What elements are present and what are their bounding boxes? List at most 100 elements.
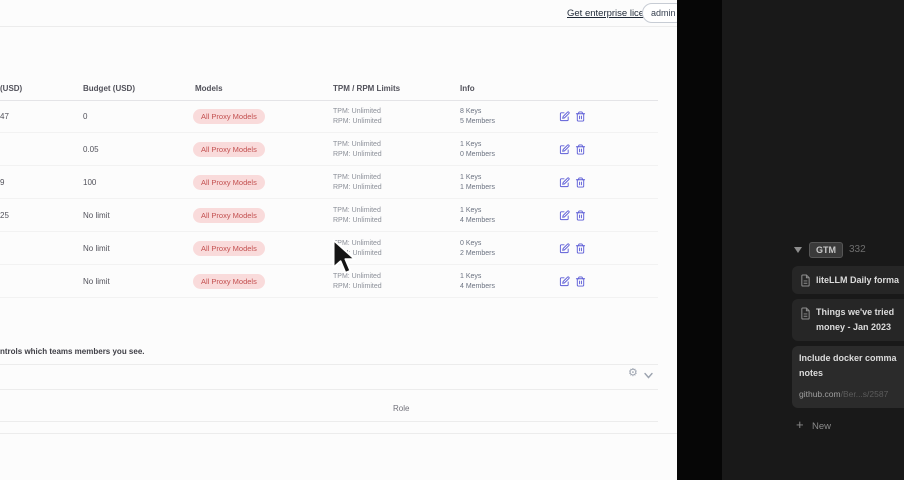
column-header-models: Models	[195, 84, 223, 93]
list-item[interactable]: Include docker comma notes github.com/Be…	[792, 346, 904, 408]
budget-value: No limit	[83, 211, 110, 220]
info-value: 1 Keys 4 Members	[460, 206, 495, 225]
info-value: 0 Keys 2 Members	[460, 239, 495, 258]
tpm-value: TPM: Unlimited	[333, 174, 381, 181]
edit-icon[interactable]	[559, 177, 570, 188]
edit-icon[interactable]	[559, 243, 570, 254]
keys-count: 1 Keys	[460, 174, 482, 181]
delete-icon[interactable]	[575, 276, 586, 287]
rpm-value: RPM: Unlimited	[333, 183, 382, 191]
members-count: 4 Members	[460, 216, 496, 224]
table-row: 9 100 All Proxy Models TPM: Unlimited RPM…	[0, 166, 658, 199]
document-icon	[801, 274, 810, 287]
budget-value: No limit	[83, 277, 110, 286]
spend-value: 9	[0, 178, 5, 187]
budget-value: 0.05	[83, 145, 99, 154]
tpm-value: TPM: Unlimited	[333, 240, 381, 247]
rpm-value: RPM: Unlimited	[333, 150, 382, 158]
spend-value: 25	[0, 211, 9, 220]
chevron-down-icon[interactable]	[644, 372, 653, 379]
item-count: 332	[849, 244, 866, 255]
delete-icon[interactable]	[575, 177, 586, 188]
column-header-info: Info	[460, 84, 475, 93]
note-link: github.com/Ber...s/2587	[799, 389, 888, 399]
note-title-line2: money - Jan 2023	[816, 322, 892, 332]
models-badge: All Proxy Models	[193, 142, 265, 157]
models-badge: All Proxy Models	[193, 274, 265, 289]
rpm-value: RPM: Unlimited	[333, 117, 382, 125]
enterprise-license-link[interactable]: Get enterprise license	[567, 8, 660, 19]
section-description: ntrols which teams members you see.	[0, 347, 145, 356]
table-row: 0.05 All Proxy Models TPM: Unlimited RPM:…	[0, 133, 658, 166]
admin-panel: Get enterprise license admin (USD) Budge…	[0, 3, 685, 434]
tpm-value: TPM: Unlimited	[333, 273, 381, 280]
delete-icon[interactable]	[575, 144, 586, 155]
window-gap	[677, 0, 722, 480]
role-column-header: Role	[393, 404, 410, 413]
limits-value: TPM: Unlimited RPM: Unlimited	[333, 206, 382, 225]
edit-icon[interactable]	[559, 111, 570, 122]
delete-icon[interactable]	[575, 111, 586, 122]
info-value: 1 Keys 0 Members	[460, 140, 495, 159]
delete-icon[interactable]	[575, 210, 586, 221]
table-row: No limit All Proxy Models TPM: Unlimited…	[0, 265, 658, 298]
rpm-value: RPM: Unlimited	[333, 282, 382, 290]
edit-icon[interactable]	[559, 144, 570, 155]
members-count: 0 Members	[460, 150, 496, 158]
limits-value: TPM: Unlimited RPM: Unlimited	[333, 272, 382, 291]
triangle-down-icon[interactable]	[794, 247, 802, 253]
divider	[0, 26, 677, 27]
note-title: liteLLM Daily forma	[816, 275, 900, 285]
keys-count: 1 Keys	[460, 207, 482, 214]
document-icon	[801, 307, 810, 320]
keys-count: 0 Keys	[460, 240, 482, 247]
divider	[0, 100, 658, 101]
divider	[0, 389, 658, 390]
delete-icon[interactable]	[575, 243, 586, 254]
table-row: No limit All Proxy Models TPM: Unlimited…	[0, 232, 658, 265]
divider	[0, 421, 658, 422]
plus-icon[interactable]: +	[796, 417, 804, 432]
note-title: Things we've tried	[816, 307, 895, 317]
link-rest: /Ber...s/2587	[840, 389, 889, 399]
table-row: 25 No limit All Proxy Models TPM: Unlimi…	[0, 199, 658, 232]
limits-value: TPM: Unlimited RPM: Unlimited	[333, 140, 382, 159]
members-count: 1 Members	[460, 183, 496, 191]
keys-count: 1 Keys	[460, 141, 482, 148]
members-count: 5 Members	[460, 117, 496, 125]
info-value: 1 Keys 1 Members	[460, 173, 495, 192]
tpm-value: TPM: Unlimited	[333, 108, 381, 115]
models-badge: All Proxy Models	[193, 241, 265, 256]
edit-icon[interactable]	[559, 276, 570, 287]
budget-value: 100	[83, 178, 97, 187]
divider	[0, 433, 677, 434]
gear-icon[interactable]: ⚙	[628, 367, 638, 379]
models-badge: All Proxy Models	[193, 208, 265, 223]
models-badge: All Proxy Models	[193, 175, 265, 190]
info-value: 1 Keys 4 Members	[460, 272, 495, 291]
list-item[interactable]: liteLLM Daily forma	[792, 266, 904, 294]
edit-icon[interactable]	[559, 210, 570, 221]
rpm-value: RPM: Unlimited	[333, 216, 382, 224]
table-row: 47 0 All Proxy Models TPM: Unlimited RPM:…	[0, 100, 658, 133]
tpm-value: TPM: Unlimited	[333, 207, 381, 214]
link-host: github.com	[799, 389, 841, 399]
tpm-value: TPM: Unlimited	[333, 141, 381, 148]
keys-count: 8 Keys	[460, 108, 482, 115]
new-button[interactable]: New	[812, 421, 832, 432]
limits-value: TPM: Unlimited RPM: Unlimited	[333, 173, 382, 192]
note-title: Include docker comma	[799, 353, 897, 363]
limits-value: TPM: Unlimited RPM: Unlimited	[333, 239, 382, 258]
column-header-limits: TPM / RPM Limits	[333, 84, 401, 93]
gtm-tag[interactable]: GTM	[809, 242, 843, 258]
list-item[interactable]: Things we've tried money - Jan 2023	[792, 299, 904, 341]
members-count: 2 Members	[460, 249, 496, 257]
limits-value: TPM: Unlimited RPM: Unlimited	[333, 107, 382, 126]
budget-value: No limit	[83, 244, 110, 253]
column-header-spend: (USD)	[0, 84, 23, 93]
notes-panel	[722, 0, 904, 480]
divider	[0, 364, 658, 365]
spend-value: 47	[0, 112, 9, 121]
budget-value: 0	[83, 112, 88, 121]
